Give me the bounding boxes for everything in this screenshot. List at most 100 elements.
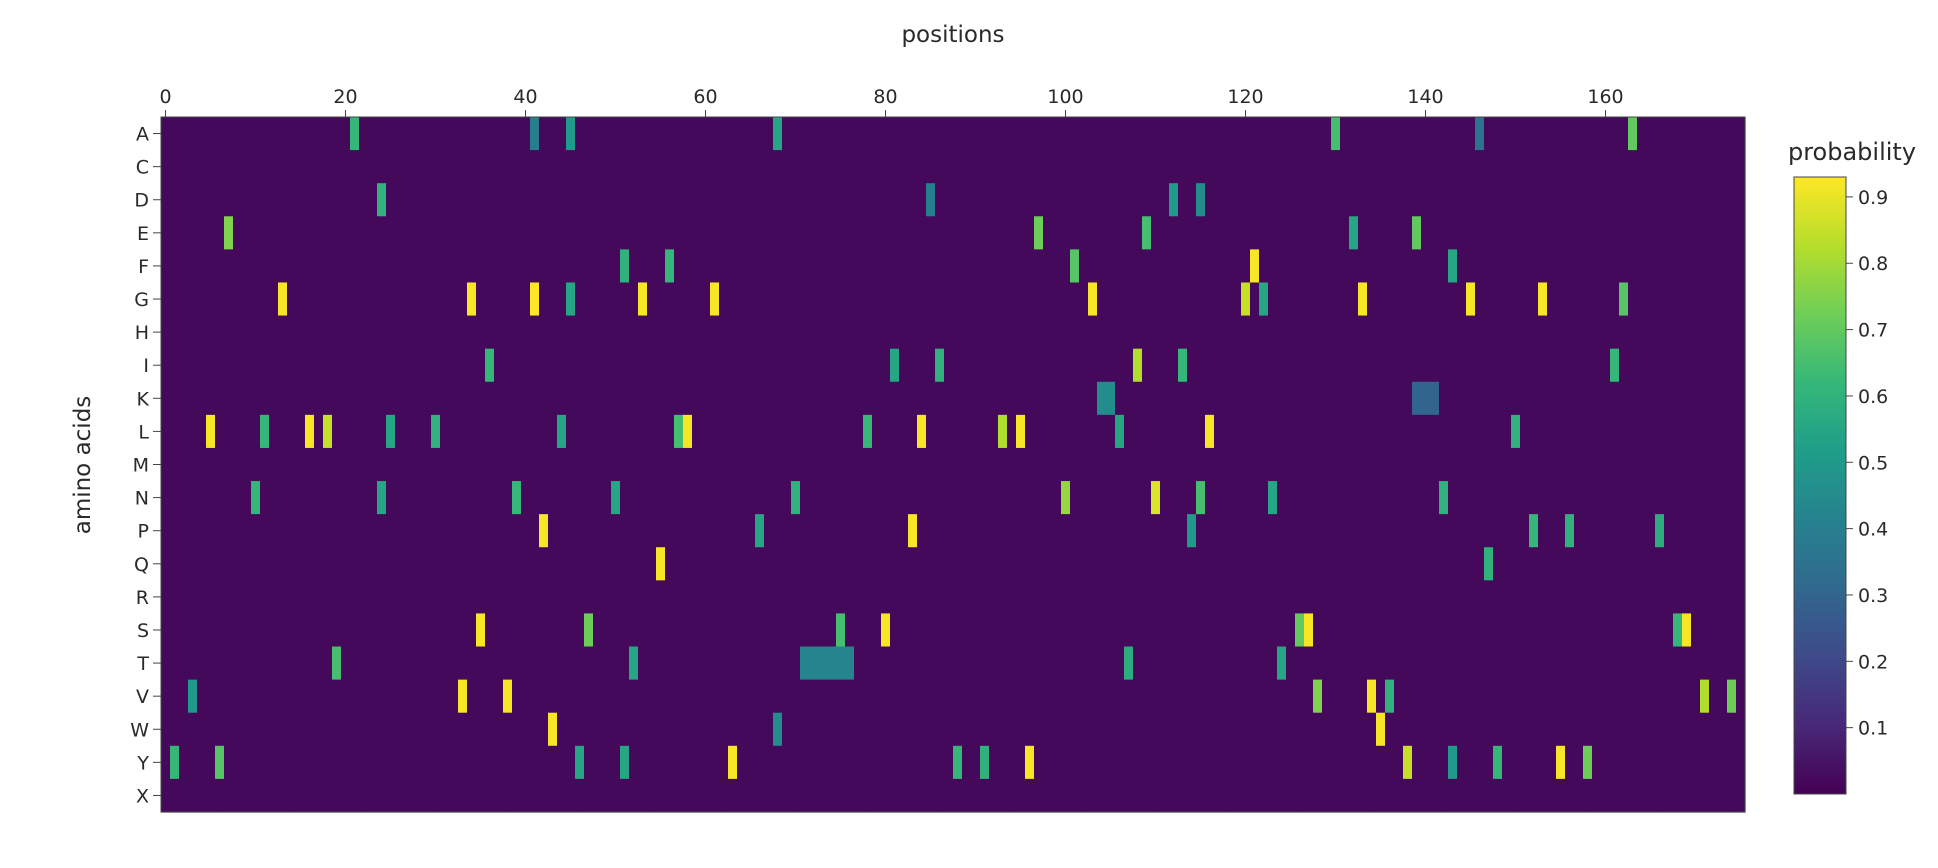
heatmap-cell <box>1547 514 1557 548</box>
heatmap-cell <box>1421 613 1431 648</box>
heatmap-cell <box>170 348 180 383</box>
heatmap-cell <box>1250 778 1260 813</box>
heatmap-cell <box>782 514 792 548</box>
heatmap-cell <box>1097 679 1107 714</box>
heatmap-cell <box>638 249 648 284</box>
heatmap-cell <box>1286 348 1296 383</box>
heatmap-cell <box>1025 613 1035 648</box>
heatmap-cell <box>269 712 279 747</box>
heatmap-cell <box>998 580 1008 615</box>
heatmap-cell <box>782 315 792 350</box>
heatmap-cell <box>989 348 999 383</box>
heatmap-cell <box>188 778 198 813</box>
heatmap-cell <box>1133 580 1143 615</box>
heatmap-cell <box>1565 381 1575 416</box>
heatmap-cell <box>305 514 315 548</box>
heatmap-cell <box>449 514 459 548</box>
heatmap-cell <box>1583 249 1593 284</box>
heatmap-cell <box>1394 183 1404 217</box>
heatmap-cell <box>1430 613 1440 648</box>
heatmap-cell <box>1610 315 1620 350</box>
heatmap-cell <box>1421 447 1431 482</box>
heatmap-cell <box>1133 348 1143 383</box>
heatmap-cell <box>1025 481 1035 515</box>
heatmap-cell <box>1034 580 1044 615</box>
heatmap-cell <box>899 150 909 184</box>
heatmap-cell <box>629 580 639 615</box>
heatmap-cell <box>1403 679 1413 714</box>
heatmap-cell <box>341 381 351 416</box>
heatmap-cell <box>1520 348 1530 383</box>
heatmap-cell <box>1457 447 1467 482</box>
heatmap-cell <box>1313 414 1323 449</box>
heatmap-cell <box>845 679 855 714</box>
heatmap-cell <box>1601 249 1611 284</box>
heatmap-cell <box>170 712 180 747</box>
heatmap-cell <box>1718 381 1728 416</box>
heatmap-cell <box>890 646 900 681</box>
heatmap-cell <box>935 745 945 780</box>
heatmap-cell <box>458 315 468 350</box>
heatmap-cell <box>1070 249 1080 284</box>
heatmap-cell <box>1178 613 1188 648</box>
heatmap-cell <box>1367 249 1377 284</box>
heatmap-cell <box>836 679 846 714</box>
heatmap-cell <box>1322 580 1332 615</box>
heatmap-cell <box>1205 778 1215 813</box>
heatmap-cell <box>242 514 252 548</box>
heatmap-cell <box>953 447 963 482</box>
heatmap-cell <box>188 679 198 714</box>
heatmap-cell <box>1709 381 1719 416</box>
heatmap-cell <box>656 679 666 714</box>
heatmap-cell <box>1457 580 1467 615</box>
heatmap-cell <box>1502 613 1512 648</box>
heatmap-cell <box>1304 679 1314 714</box>
heatmap-cell <box>530 315 540 350</box>
heatmap-cell <box>1610 481 1620 515</box>
heatmap-cell <box>584 514 594 548</box>
heatmap-cell <box>1214 249 1224 284</box>
heatmap-cell <box>1457 348 1467 383</box>
heatmap-cell <box>1538 249 1548 284</box>
heatmap-cell <box>1214 679 1224 714</box>
heatmap-cell <box>1367 580 1377 615</box>
heatmap-cell <box>1142 117 1152 151</box>
heatmap-cell <box>530 547 540 581</box>
heatmap-cell <box>962 481 972 515</box>
heatmap-cell <box>1142 282 1152 317</box>
heatmap-cell <box>1124 249 1134 284</box>
heatmap-cell <box>1736 117 1746 151</box>
heatmap-cell <box>512 679 522 714</box>
heatmap-cell <box>854 150 864 184</box>
heatmap-cell <box>944 381 954 416</box>
heatmap-cell <box>422 580 432 615</box>
heatmap-cell <box>683 414 693 449</box>
heatmap-cell <box>863 646 873 681</box>
heatmap-cell <box>584 381 594 416</box>
heatmap-cell <box>665 447 675 482</box>
heatmap-cell <box>1385 282 1395 317</box>
heatmap-cell <box>971 745 981 780</box>
heatmap-cell <box>476 315 486 350</box>
heatmap-cell <box>1214 447 1224 482</box>
heatmap-cell <box>1394 150 1404 184</box>
heatmap-cell <box>620 745 630 780</box>
heatmap-cell <box>1646 249 1656 284</box>
heatmap-cell <box>350 679 360 714</box>
heatmap-cell <box>1439 712 1449 747</box>
heatmap-cell <box>791 514 801 548</box>
heatmap-cell <box>1178 414 1188 449</box>
heatmap-cell <box>1718 580 1728 615</box>
heatmap-cell <box>260 414 270 449</box>
heatmap-cell <box>170 414 180 449</box>
heatmap-cell <box>1403 117 1413 151</box>
heatmap-cell <box>1331 183 1341 217</box>
heatmap-cell <box>638 447 648 482</box>
heatmap-cell <box>368 183 378 217</box>
heatmap-cell <box>350 547 360 581</box>
heatmap-cell <box>1358 117 1368 151</box>
heatmap-cell <box>809 447 819 482</box>
heatmap-cell <box>413 150 423 184</box>
heatmap-cell <box>476 447 486 482</box>
heatmap-cell <box>638 183 648 217</box>
